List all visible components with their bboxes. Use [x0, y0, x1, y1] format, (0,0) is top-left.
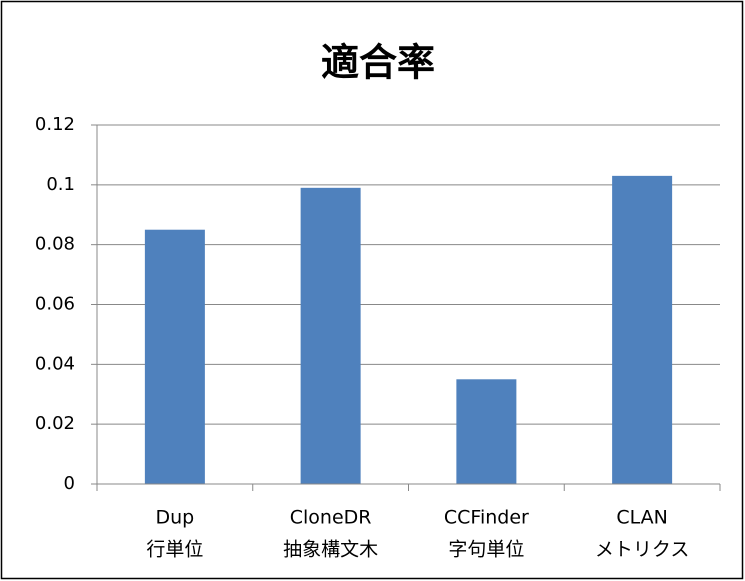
y-tick-label: 0.12: [35, 114, 75, 135]
x-tick-label: 抽象構文木: [283, 539, 378, 561]
x-tick-label: 行単位: [146, 539, 203, 561]
y-tick-label: 0.1: [46, 174, 75, 195]
y-tick-label: 0: [64, 473, 75, 494]
x-tick-label: Dup: [156, 507, 195, 529]
y-tick-label: 0.02: [35, 413, 75, 434]
chart-title: 適合率: [321, 41, 435, 85]
y-tick-label: 0.04: [35, 353, 75, 374]
bar: [300, 187, 361, 484]
bar: [144, 229, 205, 484]
y-tick-label: 0.08: [35, 234, 75, 255]
bar: [456, 379, 517, 484]
y-tick-label: 0.06: [35, 294, 75, 315]
x-tick-label: CLAN: [616, 507, 668, 529]
x-tick-label: メトリクス: [595, 539, 689, 561]
x-tick-label: 字句単位: [448, 539, 524, 561]
bar: [612, 175, 673, 484]
x-tick-label: CloneDR: [290, 507, 372, 529]
x-tick-label: CCFinder: [444, 507, 529, 529]
